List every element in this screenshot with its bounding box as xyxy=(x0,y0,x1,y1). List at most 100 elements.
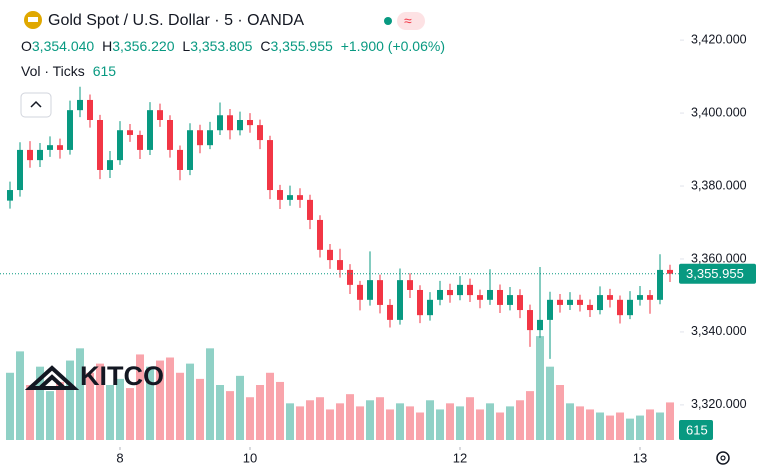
volume-bar xyxy=(26,385,34,440)
candle-body xyxy=(267,140,273,191)
candle-body xyxy=(497,289,503,305)
volume-bar xyxy=(446,403,454,440)
candle-body xyxy=(367,280,373,300)
candle-body xyxy=(567,299,573,305)
volume-bar xyxy=(466,397,474,440)
close-label: C xyxy=(260,38,270,54)
candle-body xyxy=(627,299,633,316)
candle-body xyxy=(27,149,33,161)
candle-body xyxy=(87,99,93,121)
volume-bar xyxy=(406,406,414,440)
low-label: L xyxy=(182,38,190,54)
volume-bar xyxy=(56,381,64,440)
volume-bar xyxy=(106,385,114,440)
volume-bar xyxy=(506,406,514,440)
volume-bar xyxy=(416,412,424,440)
candle-body xyxy=(97,120,103,170)
candle-body xyxy=(487,289,493,300)
y-tick-label: 3,420.000 xyxy=(691,32,747,46)
candle-body xyxy=(447,289,453,296)
x-tick-label: 8 xyxy=(116,450,123,465)
volume-bar xyxy=(256,385,264,440)
candle-body xyxy=(177,149,183,170)
candle-body xyxy=(407,280,413,290)
open-value: 3,354.040 xyxy=(32,38,94,54)
volume-bar xyxy=(176,372,184,440)
logo-text: KITCO xyxy=(80,361,164,391)
volume-bar xyxy=(146,366,154,440)
candle-body xyxy=(417,289,423,316)
candle-body xyxy=(37,149,43,161)
candle-body xyxy=(597,295,603,311)
candle-body xyxy=(547,299,553,320)
settings-icon xyxy=(720,455,726,461)
volume-bar xyxy=(476,409,484,440)
volume-bar xyxy=(46,391,54,440)
candle-body xyxy=(527,310,533,331)
volume-bar xyxy=(456,406,464,440)
volume-bar xyxy=(116,378,124,440)
settings-button[interactable] xyxy=(716,451,730,465)
volume-bar xyxy=(286,403,294,440)
volume-bar xyxy=(366,400,374,440)
candle-body xyxy=(307,199,313,220)
candle-body xyxy=(607,295,613,300)
volume-bar xyxy=(556,385,564,440)
volume-bar xyxy=(196,378,204,440)
y-tick-label: 3,360.000 xyxy=(691,251,747,265)
y-tick-label: 3,400.000 xyxy=(691,105,747,119)
candle-body xyxy=(17,149,23,191)
candle-body xyxy=(387,304,393,320)
candle-body xyxy=(477,295,483,300)
volume-bar xyxy=(6,372,14,440)
candle-body xyxy=(427,299,433,316)
last-volume-box xyxy=(679,420,713,440)
candle-body xyxy=(657,269,663,300)
volume-value: 615 xyxy=(93,63,117,79)
volume-bar xyxy=(516,400,524,440)
volume-bar xyxy=(36,366,44,440)
candle-body xyxy=(67,110,73,150)
collapse-button[interactable] xyxy=(20,92,52,118)
volume-bar xyxy=(656,412,664,440)
y-tick-label: 3,340.000 xyxy=(691,324,747,338)
candle-body xyxy=(377,280,383,305)
candle-body xyxy=(127,130,133,135)
volume-bar xyxy=(566,403,574,440)
volume-bar xyxy=(266,372,274,440)
volume-bar xyxy=(306,400,314,440)
volume-bar xyxy=(536,336,544,440)
last-volume-label: 615 xyxy=(686,422,708,437)
candle-body xyxy=(317,219,323,250)
candle-body xyxy=(117,130,123,161)
volume-bar xyxy=(616,412,624,440)
candle-body xyxy=(57,145,63,150)
candle-body xyxy=(347,269,353,285)
x-tick-label: 10 xyxy=(243,450,257,465)
close-value: 3,355.955 xyxy=(271,38,333,54)
open-label: O xyxy=(21,38,32,54)
volume-bar xyxy=(586,409,594,440)
candle-body xyxy=(107,160,113,170)
candle-body xyxy=(437,289,443,300)
volume-bar xyxy=(496,412,504,440)
volume-bar xyxy=(636,415,644,440)
volume-bar xyxy=(86,372,94,440)
candle-body xyxy=(617,299,623,316)
candle-body xyxy=(187,130,193,170)
volume-bar xyxy=(596,412,604,440)
candle-body xyxy=(287,195,293,200)
candle-body xyxy=(647,295,653,300)
status-badge[interactable] xyxy=(397,12,425,30)
symbol-icon-bar xyxy=(28,17,38,22)
volume-bar xyxy=(336,403,344,440)
candle-body xyxy=(217,115,223,131)
volume-bar xyxy=(96,363,104,440)
volume-bar xyxy=(226,391,234,440)
volume-bar xyxy=(246,397,254,440)
status-dot xyxy=(384,17,392,25)
watermark: KITCO xyxy=(24,361,164,391)
candle-body xyxy=(197,130,203,146)
volume-bar xyxy=(206,348,214,440)
